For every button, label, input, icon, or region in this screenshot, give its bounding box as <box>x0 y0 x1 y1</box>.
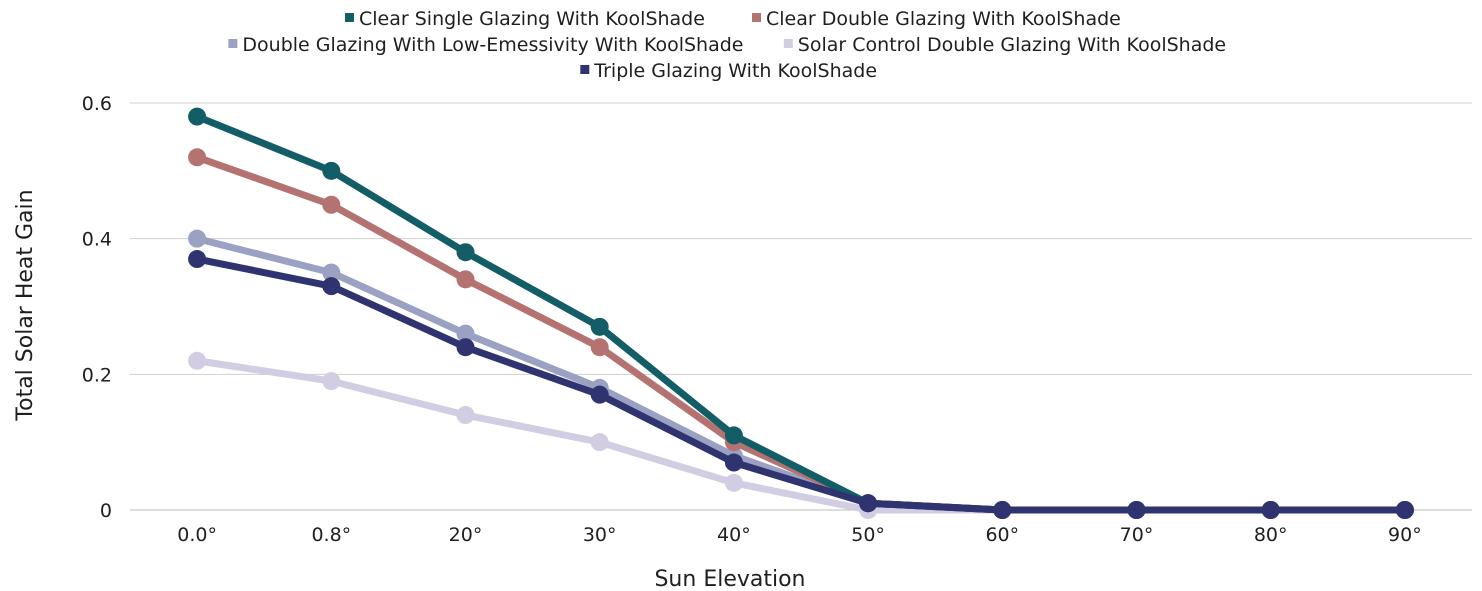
x-tick-label: 60° <box>985 524 1019 546</box>
data-point <box>1395 501 1414 519</box>
data-point <box>859 494 878 513</box>
x-tick-label: 90° <box>1388 524 1422 546</box>
x-tick-label: 0.0° <box>177 524 217 546</box>
series-line <box>193 153 1409 514</box>
x-axis-title: Sun Elevation <box>654 567 805 591</box>
y-tick-label: 0 <box>100 500 112 522</box>
x-tick-label: 40° <box>717 524 751 546</box>
data-point <box>456 338 475 357</box>
data-point <box>590 385 609 404</box>
x-tick-label: 50° <box>851 524 885 546</box>
y-axis-title: Total Solar Heat Gain <box>13 189 38 421</box>
x-tick-label: 70° <box>1120 524 1154 546</box>
legend-item: Solar Control Double Glazing With KoolSh… <box>783 34 1226 56</box>
legend: Clear Single Glazing With KoolShade Clear… <box>228 8 1226 82</box>
x-tick-label: 30° <box>583 524 617 546</box>
legend-label: Triple Glazing With KoolShade <box>593 60 877 82</box>
data-point <box>1261 501 1280 519</box>
legend-swatch <box>345 13 354 22</box>
data-point <box>724 473 743 492</box>
legend-label: Solar Control Double Glazing With KoolSh… <box>798 34 1226 56</box>
data-point <box>456 270 475 289</box>
x-tick-label: 0.8° <box>311 524 351 546</box>
data-point <box>322 195 341 214</box>
data-point <box>590 433 609 452</box>
legend-item: Clear Single Glazing With KoolShade <box>345 8 705 30</box>
data-point <box>188 107 207 126</box>
data-point <box>724 426 743 445</box>
series-4 <box>188 351 1414 519</box>
data-point <box>456 324 475 343</box>
series-1 <box>188 107 1414 519</box>
data-point <box>322 277 341 296</box>
y-tick-label: 0.4 <box>82 229 112 251</box>
legend-label: Double Glazing With Low-Emessivity With … <box>242 34 743 56</box>
legend-item: Triple Glazing With KoolShade <box>580 60 877 82</box>
data-point <box>322 263 341 282</box>
x-tick-label: 20° <box>449 524 483 546</box>
series-line <box>193 255 1409 514</box>
x-axis-ticks: 0.0° 0.8° 20° 30° 40° 50° 60° 70° 80° 90° <box>177 524 1422 546</box>
legend-item: Clear Double Glazing With KoolShade <box>752 8 1121 30</box>
data-point <box>188 351 207 370</box>
series-line <box>193 357 1409 514</box>
series-5 <box>188 250 1414 519</box>
data-point <box>188 148 207 167</box>
data-point <box>322 372 341 391</box>
legend-swatch <box>783 39 793 48</box>
y-tick-label: 0.6 <box>82 93 112 115</box>
series-2 <box>188 148 1414 519</box>
y-axis-ticks: 0 0.2 0.4 0.6 <box>82 93 112 522</box>
x-tick-label: 80° <box>1254 524 1288 546</box>
legend-label: Clear Double Glazing With KoolShade <box>766 8 1121 30</box>
legend-swatch <box>580 65 590 74</box>
legend-item: Double Glazing With Low-Emessivity With … <box>228 34 744 56</box>
data-point <box>456 406 475 425</box>
legend-swatch <box>228 39 238 48</box>
data-point <box>590 338 609 357</box>
data-point <box>1127 501 1146 519</box>
data-point <box>188 250 207 269</box>
data-point <box>993 501 1012 519</box>
legend-label: Clear Single Glazing With KoolShade <box>359 8 705 30</box>
legend-swatch <box>752 13 761 22</box>
series-layer <box>188 107 1414 519</box>
data-point <box>590 317 609 336</box>
data-point <box>724 453 743 472</box>
data-point <box>456 243 475 262</box>
data-point <box>322 161 341 180</box>
y-tick-label: 0.2 <box>82 364 112 386</box>
series-line <box>193 113 1409 514</box>
data-point <box>188 229 207 248</box>
